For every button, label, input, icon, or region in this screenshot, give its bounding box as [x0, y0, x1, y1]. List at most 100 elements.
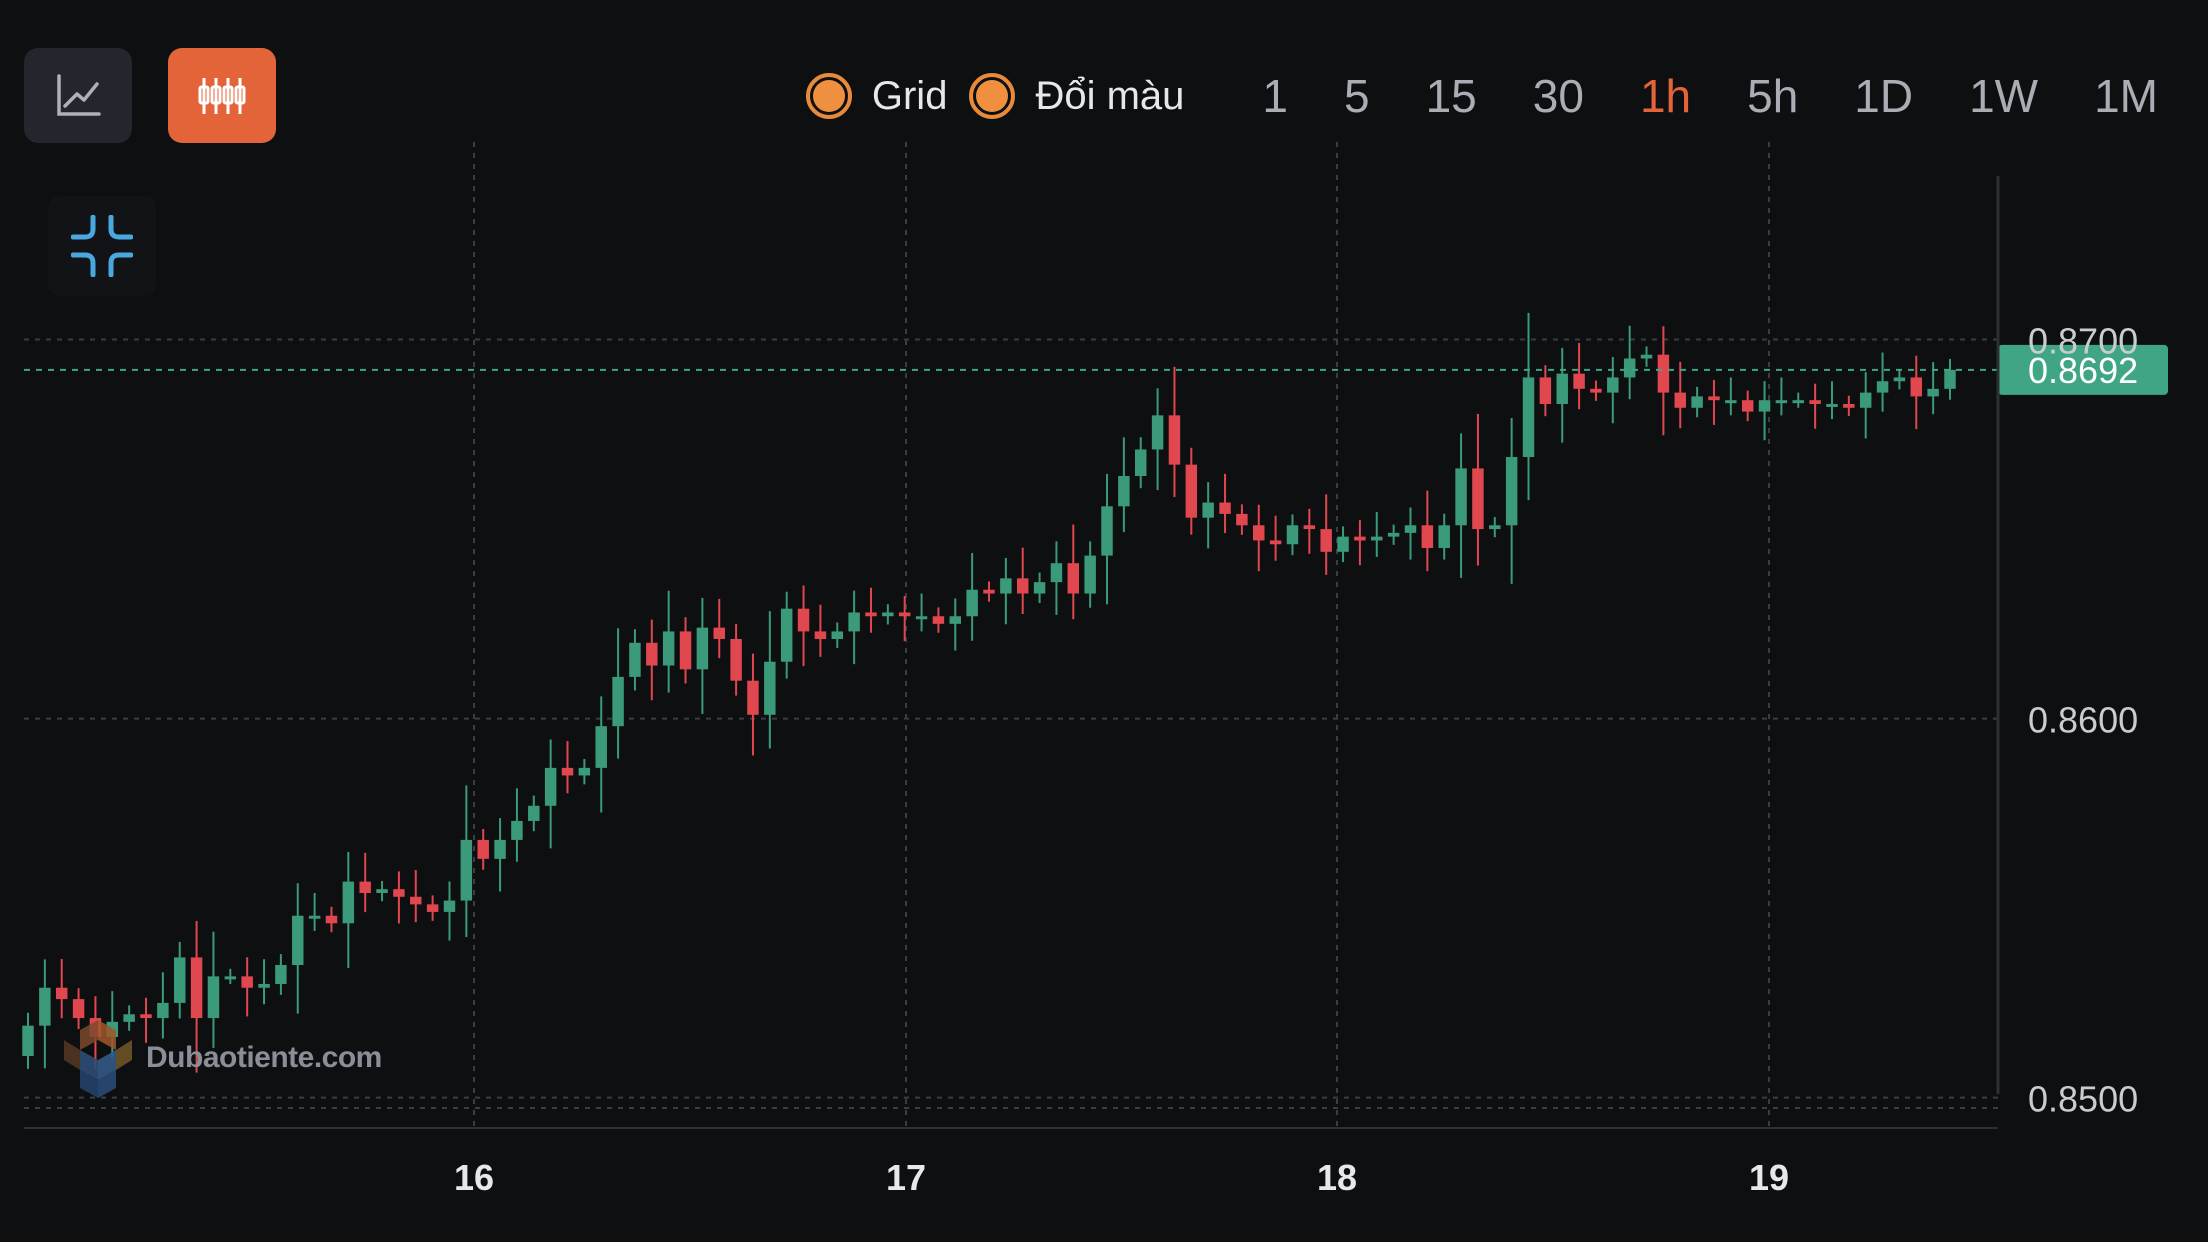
- candle-up: [258, 959, 270, 1005]
- candle-up: [1826, 381, 1838, 420]
- candle-up: [224, 968, 237, 984]
- candle-body: [1573, 373, 1585, 389]
- candle-down: [1674, 361, 1686, 429]
- timeframe-1m[interactable]: 1: [1262, 70, 1288, 122]
- candle-down: [1843, 395, 1855, 417]
- candle-body: [578, 767, 591, 776]
- grid-toggle[interactable]: Grid: [805, 73, 947, 119]
- candle-body: [696, 627, 709, 670]
- candle-body: [949, 616, 962, 624]
- timeframe-30m[interactable]: 30: [1532, 70, 1584, 122]
- candle-body: [1472, 468, 1484, 530]
- candle-body: [123, 1014, 135, 1022]
- candle-body: [983, 589, 995, 594]
- candle-body: [1135, 449, 1147, 476]
- candle-body: [1253, 525, 1265, 541]
- candle-body: [932, 616, 945, 624]
- candle-down: [561, 741, 574, 794]
- candle-down: [359, 852, 371, 913]
- candle-body: [190, 957, 203, 1019]
- candle-down: [1590, 380, 1602, 401]
- candle-up: [1505, 418, 1518, 584]
- candle-body: [174, 957, 186, 1003]
- candle-body: [1826, 403, 1838, 407]
- candle-body: [140, 1014, 152, 1019]
- candle-body: [1303, 525, 1316, 530]
- change-color-radio[interactable]: [969, 73, 1016, 119]
- candle-body: [966, 589, 978, 617]
- candle-down: [1219, 473, 1231, 534]
- line-chart-button[interactable]: [24, 48, 132, 143]
- candle-up: [1792, 392, 1804, 408]
- timeframe-1h[interactable]: 1h: [1639, 70, 1692, 122]
- candle-down: [410, 870, 422, 923]
- candle-body: [1792, 400, 1804, 404]
- candle-body: [1657, 354, 1670, 393]
- candle-body: [1843, 403, 1855, 408]
- candle-body: [275, 965, 287, 984]
- candle-body: [612, 676, 624, 727]
- candle-down: [1320, 494, 1332, 575]
- collapse-chart-button[interactable]: [48, 196, 156, 296]
- timeframe-1mo[interactable]: 1M: [2094, 70, 2158, 122]
- candle-down: [730, 624, 742, 696]
- candle-up: [1286, 514, 1299, 556]
- candle-up: [494, 818, 506, 892]
- candle-body: [393, 889, 405, 897]
- candle-down: [1354, 520, 1366, 566]
- candle-body: [1033, 582, 1046, 594]
- change-color-toggle-label: Đổi màu: [1035, 73, 1185, 118]
- candle-down: [426, 895, 439, 921]
- candle-body: [1286, 525, 1299, 545]
- candle-body: [308, 915, 321, 919]
- candle-up: [1135, 437, 1147, 489]
- candle-down: [241, 957, 253, 1017]
- grid-radio[interactable]: [805, 73, 852, 119]
- candle-body: [376, 889, 388, 893]
- candle-body: [224, 976, 237, 980]
- candle-body: [1556, 373, 1568, 404]
- candle-body: [797, 608, 810, 632]
- timeframe-5h[interactable]: 5h: [1747, 70, 1799, 122]
- y-axis: 0.8700 0.8600 0.8500: [1996, 176, 2138, 1120]
- candle-up: [1084, 541, 1096, 608]
- timeframe-1d[interactable]: 1D: [1854, 70, 1914, 122]
- candle-body: [426, 904, 439, 912]
- candle-down: [72, 988, 85, 1029]
- candle-down: [190, 921, 203, 1073]
- y-tick-label: 0.8700: [2028, 321, 2138, 362]
- candle-body: [207, 976, 220, 1019]
- change-color-toggle[interactable]: Đổi màu: [969, 73, 1184, 119]
- candle-body: [1185, 464, 1198, 518]
- candle-body: [1809, 400, 1821, 404]
- candlestick-chart-button[interactable]: [168, 48, 276, 143]
- candle-body: [629, 642, 641, 677]
- y-tick-label: 0.8500: [2028, 1079, 2138, 1120]
- candle-down: [814, 604, 827, 657]
- candle-down: [932, 607, 945, 633]
- timeframe-5m[interactable]: 5: [1344, 70, 1370, 122]
- candle-body: [241, 976, 253, 988]
- candle-down: [1168, 366, 1181, 498]
- timeframe-15m[interactable]: 15: [1425, 70, 1477, 122]
- x-tick-label: 17: [886, 1157, 926, 1198]
- x-tick-label: 19: [1749, 1157, 1789, 1198]
- candle-body: [1219, 502, 1231, 514]
- candle-up: [308, 892, 321, 931]
- candle-body: [865, 612, 877, 617]
- candle-body: [292, 915, 304, 965]
- candle-body: [1320, 529, 1332, 552]
- candle-body: [1067, 563, 1080, 594]
- candle-body: [1522, 377, 1535, 458]
- candle-up: [1118, 437, 1130, 533]
- candle-body: [1741, 400, 1754, 412]
- candle-up: [1033, 572, 1046, 604]
- candle-body: [764, 661, 776, 715]
- timeframe-1w[interactable]: 1W: [1969, 70, 2039, 122]
- candle-down: [1708, 379, 1720, 425]
- candle-body: [1489, 525, 1501, 530]
- candle-body: [713, 627, 725, 639]
- candle-down: [1185, 447, 1198, 535]
- candle-up: [1151, 388, 1164, 491]
